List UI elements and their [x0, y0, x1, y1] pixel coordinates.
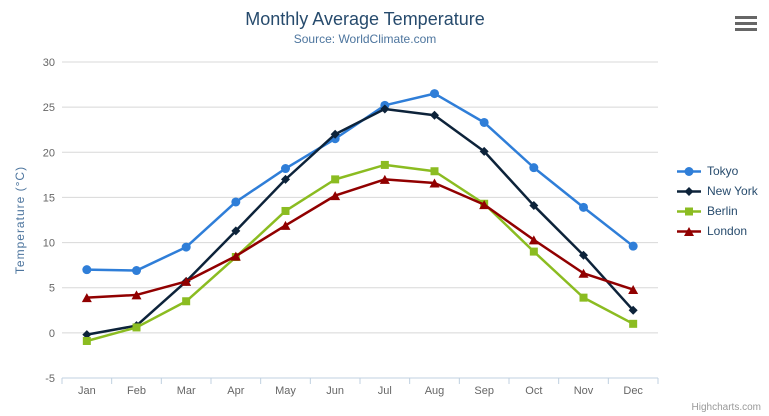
square-marker-icon[interactable]	[82, 336, 91, 345]
triangle-marker-icon[interactable]	[81, 293, 92, 303]
triangle-marker-icon[interactable]	[181, 276, 192, 286]
y-axis-tick-label: 5	[49, 283, 55, 295]
triangle-marker-icon[interactable]	[479, 200, 490, 210]
triangle-marker-icon[interactable]	[429, 178, 440, 188]
circle-marker-icon[interactable]	[479, 117, 489, 127]
y-axis-tick-label: 0	[49, 328, 55, 340]
x-axis-tick-label: Aug	[425, 385, 445, 397]
diamond-marker-icon[interactable]	[430, 110, 439, 120]
y-axis-title: Temperature (°C)	[13, 166, 27, 274]
legend-item-new-york[interactable]: New York	[676, 184, 758, 198]
triangle-marker-icon[interactable]	[628, 285, 639, 295]
highcharts-credit[interactable]: Highcharts.com	[691, 402, 761, 413]
diamond-marker-icon[interactable]	[579, 250, 588, 260]
triangle-marker-icon[interactable]	[131, 290, 142, 300]
x-axis-tick-label: Dec	[623, 385, 643, 397]
square-marker-icon	[685, 207, 693, 215]
series-line-london	[86, 178, 634, 299]
circle-marker-icon[interactable]	[181, 242, 191, 252]
series-london	[81, 174, 639, 303]
x-axis-tick-label: Oct	[525, 385, 542, 397]
y-axis-tick-label: 30	[43, 57, 55, 69]
legend-item-berlin[interactable]: Berlin	[676, 204, 758, 218]
y-axis-tick-label: 10	[43, 238, 55, 250]
legend-label-london: London	[707, 224, 748, 238]
diamond-marker-icon[interactable]	[380, 104, 390, 114]
legend-item-london[interactable]: London	[676, 224, 758, 238]
chart-context-menu-button[interactable]	[733, 14, 759, 36]
circle-marker-icon[interactable]	[281, 164, 290, 174]
series-line-berlin	[86, 163, 634, 343]
series-line-tokyo	[86, 92, 634, 272]
y-axis-tick-label: 20	[43, 147, 55, 159]
circle-marker-icon[interactable]	[430, 89, 439, 99]
legend-label-new-york: New York	[707, 184, 758, 198]
square-marker-icon[interactable]	[529, 247, 538, 256]
series-new-york	[82, 104, 638, 340]
legend-item-tokyo[interactable]: Tokyo	[676, 164, 758, 178]
circle-marker-icon[interactable]	[82, 265, 92, 275]
x-axis-tick-label: Mar	[177, 385, 196, 397]
series-line-new-york	[86, 107, 635, 336]
legend-label-berlin: Berlin	[707, 204, 738, 218]
x-axis-tick-label: Feb	[127, 385, 146, 397]
circle-marker-icon	[684, 166, 694, 176]
diamond-marker-icon[interactable]	[479, 146, 489, 156]
y-axis-tick-label: -5	[45, 373, 55, 385]
triangle-marker-icon[interactable]	[379, 174, 390, 184]
square-marker-icon[interactable]	[182, 297, 191, 306]
circle-marker-icon[interactable]	[628, 241, 638, 251]
series-tokyo	[82, 89, 638, 276]
diamond-marker-icon[interactable]	[82, 330, 92, 340]
y-axis-tick-label: 25	[43, 102, 55, 114]
circle-marker-icon[interactable]	[231, 197, 241, 207]
chart-subtitle: Source: WorldClimate.com	[293, 32, 437, 46]
diamond-marker-icon[interactable]	[330, 129, 340, 139]
square-marker-icon[interactable]	[579, 293, 588, 302]
x-axis-tick-label: Sep	[474, 385, 494, 397]
x-axis-tick-label: Nov	[574, 385, 594, 397]
triangle-marker-icon[interactable]	[230, 251, 241, 261]
square-marker-icon[interactable]	[629, 319, 638, 328]
x-axis-tick-label: Jan	[78, 385, 96, 397]
square-marker-icon[interactable]	[380, 160, 389, 169]
circle-marker-icon[interactable]	[579, 202, 588, 212]
circle-marker-icon[interactable]	[132, 266, 141, 276]
x-axis-tick-label: Jun	[326, 385, 344, 397]
square-marker-icon[interactable]	[132, 323, 141, 332]
circle-marker-icon[interactable]	[529, 163, 539, 173]
y-axis-tick-label: 15	[43, 192, 55, 204]
legend-marker-london	[677, 226, 701, 236]
x-axis-tick-label: Apr	[227, 385, 244, 397]
square-marker-icon[interactable]	[331, 175, 340, 184]
diamond-marker-icon	[684, 186, 694, 196]
triangle-marker-icon[interactable]	[578, 268, 589, 278]
diamond-marker-icon[interactable]	[628, 305, 638, 315]
triangle-marker-icon	[684, 226, 694, 236]
legend-marker-new-york	[677, 186, 701, 196]
triangle-marker-icon[interactable]	[528, 235, 539, 245]
x-axis-tick-label: Jul	[378, 385, 392, 397]
legend-marker-berlin	[677, 207, 701, 215]
square-marker-icon[interactable]	[430, 167, 439, 176]
triangle-marker-icon[interactable]	[280, 220, 291, 230]
diamond-marker-icon[interactable]	[281, 174, 290, 184]
triangle-marker-icon[interactable]	[330, 191, 341, 201]
legend-marker-tokyo	[677, 166, 701, 176]
x-axis-tick-label: May	[275, 385, 296, 397]
hamburger-icon	[735, 16, 757, 31]
diamond-marker-icon[interactable]	[231, 226, 241, 236]
chart-legend: Tokyo New York Berlin London	[676, 164, 758, 238]
legend-label-tokyo: Tokyo	[707, 164, 739, 178]
diamond-marker-icon[interactable]	[529, 201, 539, 211]
chart-title: Monthly Average Temperature	[245, 9, 485, 29]
square-marker-icon[interactable]	[281, 206, 290, 215]
